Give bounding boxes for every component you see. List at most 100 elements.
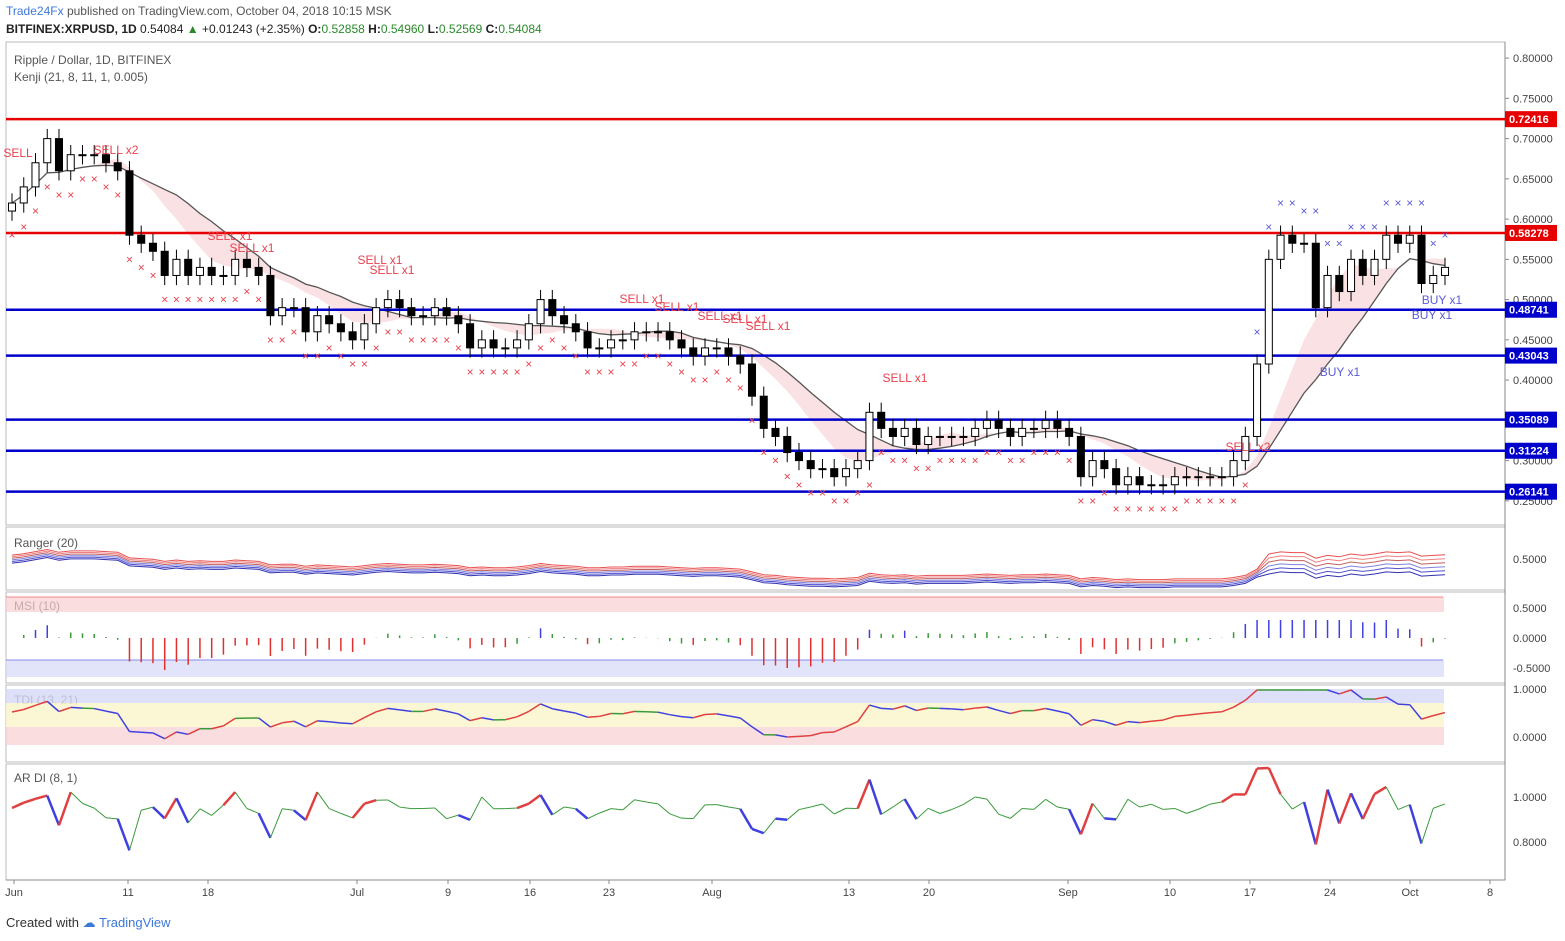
ardi-segment [246,808,259,814]
signal-cross: × [948,454,955,468]
candle-body [1417,234,1426,284]
tdi-segment [986,706,999,712]
ardi-segment [963,796,976,805]
tdi-segment [822,731,835,734]
signal-cross: × [960,454,967,468]
tdi-segment [622,710,635,715]
tdi-segment [1221,706,1234,713]
ardi-segment [35,794,48,801]
ardi-segment [528,793,542,805]
close-value: 0.54084 [498,22,542,36]
publisher-name[interactable]: Trade24Fx [6,4,64,18]
signal-cross: × [44,180,51,194]
signal-cross: × [255,293,262,307]
signal-cross: × [854,486,861,500]
candle-body [1206,476,1215,479]
open-label: O: [308,22,322,36]
candle-body [771,427,780,437]
candle-body [1241,435,1250,462]
signal-cross: × [1371,220,1378,234]
ardi-segment [1338,792,1353,824]
tdi-segment [775,734,788,738]
candle-body [1393,234,1403,244]
tdi-segment [833,726,847,733]
level-label: 0.31224 [1509,446,1550,458]
tdi-segment [329,721,341,724]
tdi-segment [46,700,60,713]
signal-cross: × [1077,494,1084,508]
ardi-segment [1139,803,1152,808]
ardi-segment [399,806,412,810]
signal-cross: × [1066,454,1073,468]
candle-body [172,258,181,276]
ardi-segment [1302,801,1317,845]
tdi-segment [1057,710,1070,715]
tdi-segment [1010,709,1023,715]
tdi-segment [364,711,377,719]
signal-cross: × [490,365,497,379]
signal-cross: × [702,373,709,387]
candle-body [1311,242,1320,309]
sell-signal-label: SELL x1 [208,229,253,243]
price-chart[interactable]: 0.80000 0.75000 0.70000 0.65000 0.60000 0.550… [0,0,1565,910]
ardi-segment [175,797,190,824]
created-with-label: Created with [6,915,79,930]
candle-body [853,460,862,470]
ardi-segment [1079,802,1094,835]
ardi-segment [269,808,283,839]
candle-body [830,468,839,478]
x-tick-label: 18 [202,887,214,899]
signal-cross: × [1289,196,1296,210]
candle-body [982,419,991,429]
signal-cross: × [525,357,532,371]
signal-cross: × [772,454,779,468]
candle-body [654,331,663,334]
signal-cross: × [972,454,979,468]
ardi-segment [316,791,330,809]
candle-body [665,331,674,341]
tdi-segment [70,706,83,709]
candle-body [759,395,768,429]
signal-cross: × [1042,446,1049,460]
low-label: L: [427,22,439,36]
level-tag [1505,301,1557,318]
signal-cross: × [1113,502,1120,516]
tdi-segment [1397,703,1410,706]
signal-cross: × [1312,204,1319,218]
ardi-segment [1373,785,1387,796]
candle-body [1347,258,1356,293]
ardi-segment [1104,817,1117,821]
ardi-segment [1267,767,1282,795]
sell-signal-label: SELL x1 [746,319,791,333]
tdi-segment [211,725,224,730]
ardi-segment [1067,808,1083,835]
signal-cross: × [619,357,626,371]
low-value: 0.52569 [438,22,483,36]
tradingview-link[interactable]: TradingView [99,915,171,930]
msi-tick: -0.5000 [1513,663,1550,675]
y-tick-label: 0.65000 [1513,174,1553,186]
ardi-segment [574,807,589,820]
ardi-segment [587,812,600,820]
ardi-segment [692,804,706,819]
tdi-segment [1350,689,1364,700]
ardi-segment [927,807,941,814]
tdi-segment [693,713,706,719]
high-value: 0.54960 [380,22,425,36]
signal-cross: × [678,365,685,379]
footer: Created with ☁ TradingView [6,915,171,931]
tdi-segment [305,720,318,728]
tdi-segment [751,726,765,736]
sell-signal-label: SELL x1 [620,292,665,306]
ardi-segment [1198,803,1211,810]
ardi-segment [340,812,353,819]
pane-frame-4 [5,763,1506,881]
tdi-segment [352,716,365,725]
signal-cross: × [196,293,203,307]
ardi-segment [951,803,964,810]
ardi-segment [728,806,741,810]
signal-cross: × [408,333,415,347]
tdi-segment [563,710,576,714]
ardi-segment [1115,798,1129,820]
level-label: 0.43043 [1509,351,1549,363]
